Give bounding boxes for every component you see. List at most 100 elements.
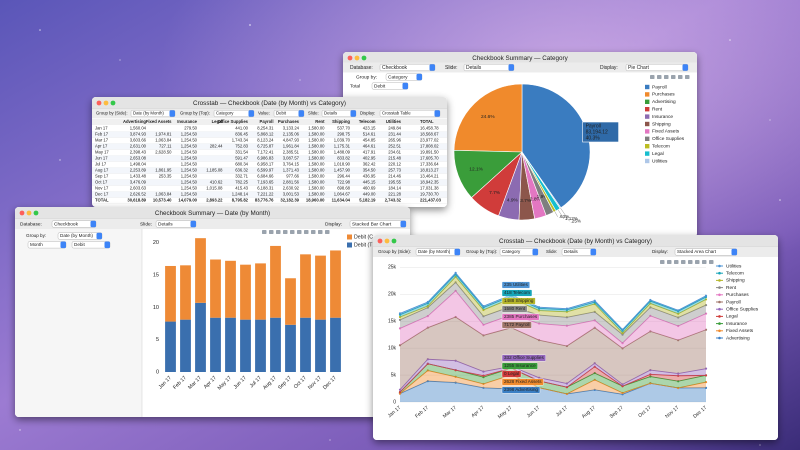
toolbar-icon[interactable]	[667, 260, 672, 264]
table-cell: 1,974.81	[155, 132, 172, 137]
window-button[interactable]	[377, 238, 383, 244]
toolbar-icon[interactable]	[688, 260, 693, 264]
table-cell: 1,498.04	[130, 162, 147, 167]
area-fill	[400, 370, 706, 395]
table-cell: 8,254.31	[257, 126, 274, 131]
area-point	[454, 375, 457, 378]
table-cell: 214.46	[388, 174, 401, 179]
legend-dot	[718, 307, 721, 311]
toolbar-icon[interactable]	[297, 230, 302, 234]
annotation-label: 2385 Purchases	[504, 314, 538, 319]
table-cell: 2,253.89	[130, 168, 147, 173]
table-cell: 782.25	[235, 180, 248, 185]
toolbar-icon[interactable]	[681, 260, 686, 264]
table-cell: 1,175.31	[334, 144, 351, 149]
table-cell: 464.61	[363, 144, 376, 149]
area-point	[704, 298, 708, 301]
table-cell: 5,182.19	[359, 198, 376, 203]
toolbar-icon[interactable]	[709, 260, 714, 264]
area-point	[398, 327, 402, 330]
bar-segment	[315, 319, 326, 372]
table-cell: 2,630.92	[283, 186, 300, 191]
table-cell: 1,580.00	[308, 162, 325, 167]
area-fill	[400, 290, 706, 349]
table-cell: 460.69	[363, 186, 376, 191]
table-cell: 402.95	[363, 156, 376, 161]
window-button[interactable]	[19, 210, 25, 216]
area-point	[537, 306, 541, 309]
area-point	[593, 326, 596, 329]
window-title: Crosstab — Checkbook (Date (by Month) vs…	[193, 100, 346, 107]
window-button[interactable]	[26, 210, 32, 216]
toolbar-icon[interactable]	[664, 75, 669, 79]
toolbar-icon[interactable]	[276, 230, 281, 234]
toolbar-icon[interactable]	[678, 75, 683, 79]
area-point	[426, 300, 429, 304]
table-cell: 17,031.38	[420, 186, 439, 191]
toolbar-icon[interactable]	[702, 260, 707, 264]
dropdown-value: Category	[216, 111, 234, 116]
dropdown-value: Details	[466, 65, 482, 71]
table-cell: 221.28	[388, 192, 401, 197]
pie-value-label: 1.9%	[537, 194, 549, 200]
window-button[interactable]	[354, 55, 360, 61]
annotation-box	[501, 313, 540, 321]
table-cell: 1,580.00	[308, 126, 325, 131]
toolbar-icon[interactable]	[660, 260, 665, 264]
window-button[interactable]	[361, 55, 367, 61]
row-stripe	[92, 167, 447, 174]
toolbar-icon[interactable]	[262, 230, 267, 234]
toolbar-icon[interactable]	[304, 230, 309, 234]
bar-segment	[270, 317, 281, 372]
table-cell: 423.15	[363, 126, 376, 131]
area-fill	[400, 381, 706, 402]
toolbar-icon[interactable]	[695, 260, 700, 264]
toolbar-icon[interactable]	[269, 230, 274, 234]
window-button[interactable]	[96, 100, 102, 106]
table-cell: 18,568.67	[420, 132, 439, 137]
legend-label: Shipping	[726, 278, 745, 284]
table-cell: 836.45	[235, 132, 248, 137]
column-header: Office Supplies	[218, 119, 249, 124]
pie-value-label: 3.7%	[520, 198, 532, 204]
table-cell: 8,123.24	[257, 138, 274, 143]
toolbar-icon[interactable]	[283, 230, 288, 234]
area-line	[399, 363, 707, 393]
area-point	[482, 334, 485, 337]
table-cell: 2,398.43	[130, 150, 147, 155]
column-header: Telecom	[359, 119, 376, 124]
window-button[interactable]	[33, 210, 39, 216]
toolbar-icon[interactable]	[674, 260, 679, 264]
toolbar-icon[interactable]	[311, 230, 316, 234]
toolbar-icon[interactable]	[657, 75, 662, 79]
toolbar-icon[interactable]	[290, 230, 295, 234]
area-point	[565, 344, 569, 348]
area-point	[593, 319, 596, 322]
toolbar-icon[interactable]	[671, 75, 676, 79]
window-button[interactable]	[384, 238, 390, 244]
annotation-label: 235 Utilities	[504, 282, 528, 287]
toolbar-icon[interactable]	[685, 75, 690, 79]
table-cell: 436.95	[363, 174, 376, 179]
table-cell: 1,015.08	[206, 186, 223, 191]
area-point	[621, 342, 624, 345]
toolbar-icon[interactable]	[325, 230, 330, 234]
window-button[interactable]	[103, 100, 109, 106]
table-cell: 445.15	[363, 180, 376, 185]
toolbar-icon[interactable]	[318, 230, 323, 234]
toolbar-icon[interactable]	[650, 75, 655, 79]
legend-label: Payroll	[726, 299, 741, 305]
window-button[interactable]	[391, 238, 397, 244]
table-cell: 17,808.02	[420, 144, 439, 149]
annotation-label: 1580 Rent	[504, 306, 526, 311]
row-header: Dec 17	[95, 192, 109, 197]
area-point	[677, 374, 680, 377]
area-point	[677, 339, 680, 342]
table-cell: 1,185.08	[206, 168, 223, 173]
dropdown-arrow	[454, 248, 460, 256]
table-cell: 1,580.00	[308, 168, 325, 173]
window-button[interactable]	[347, 55, 353, 61]
window-button[interactable]	[110, 100, 116, 106]
table-cell: 698.68	[337, 186, 350, 191]
dropdown-arrow	[96, 232, 102, 240]
